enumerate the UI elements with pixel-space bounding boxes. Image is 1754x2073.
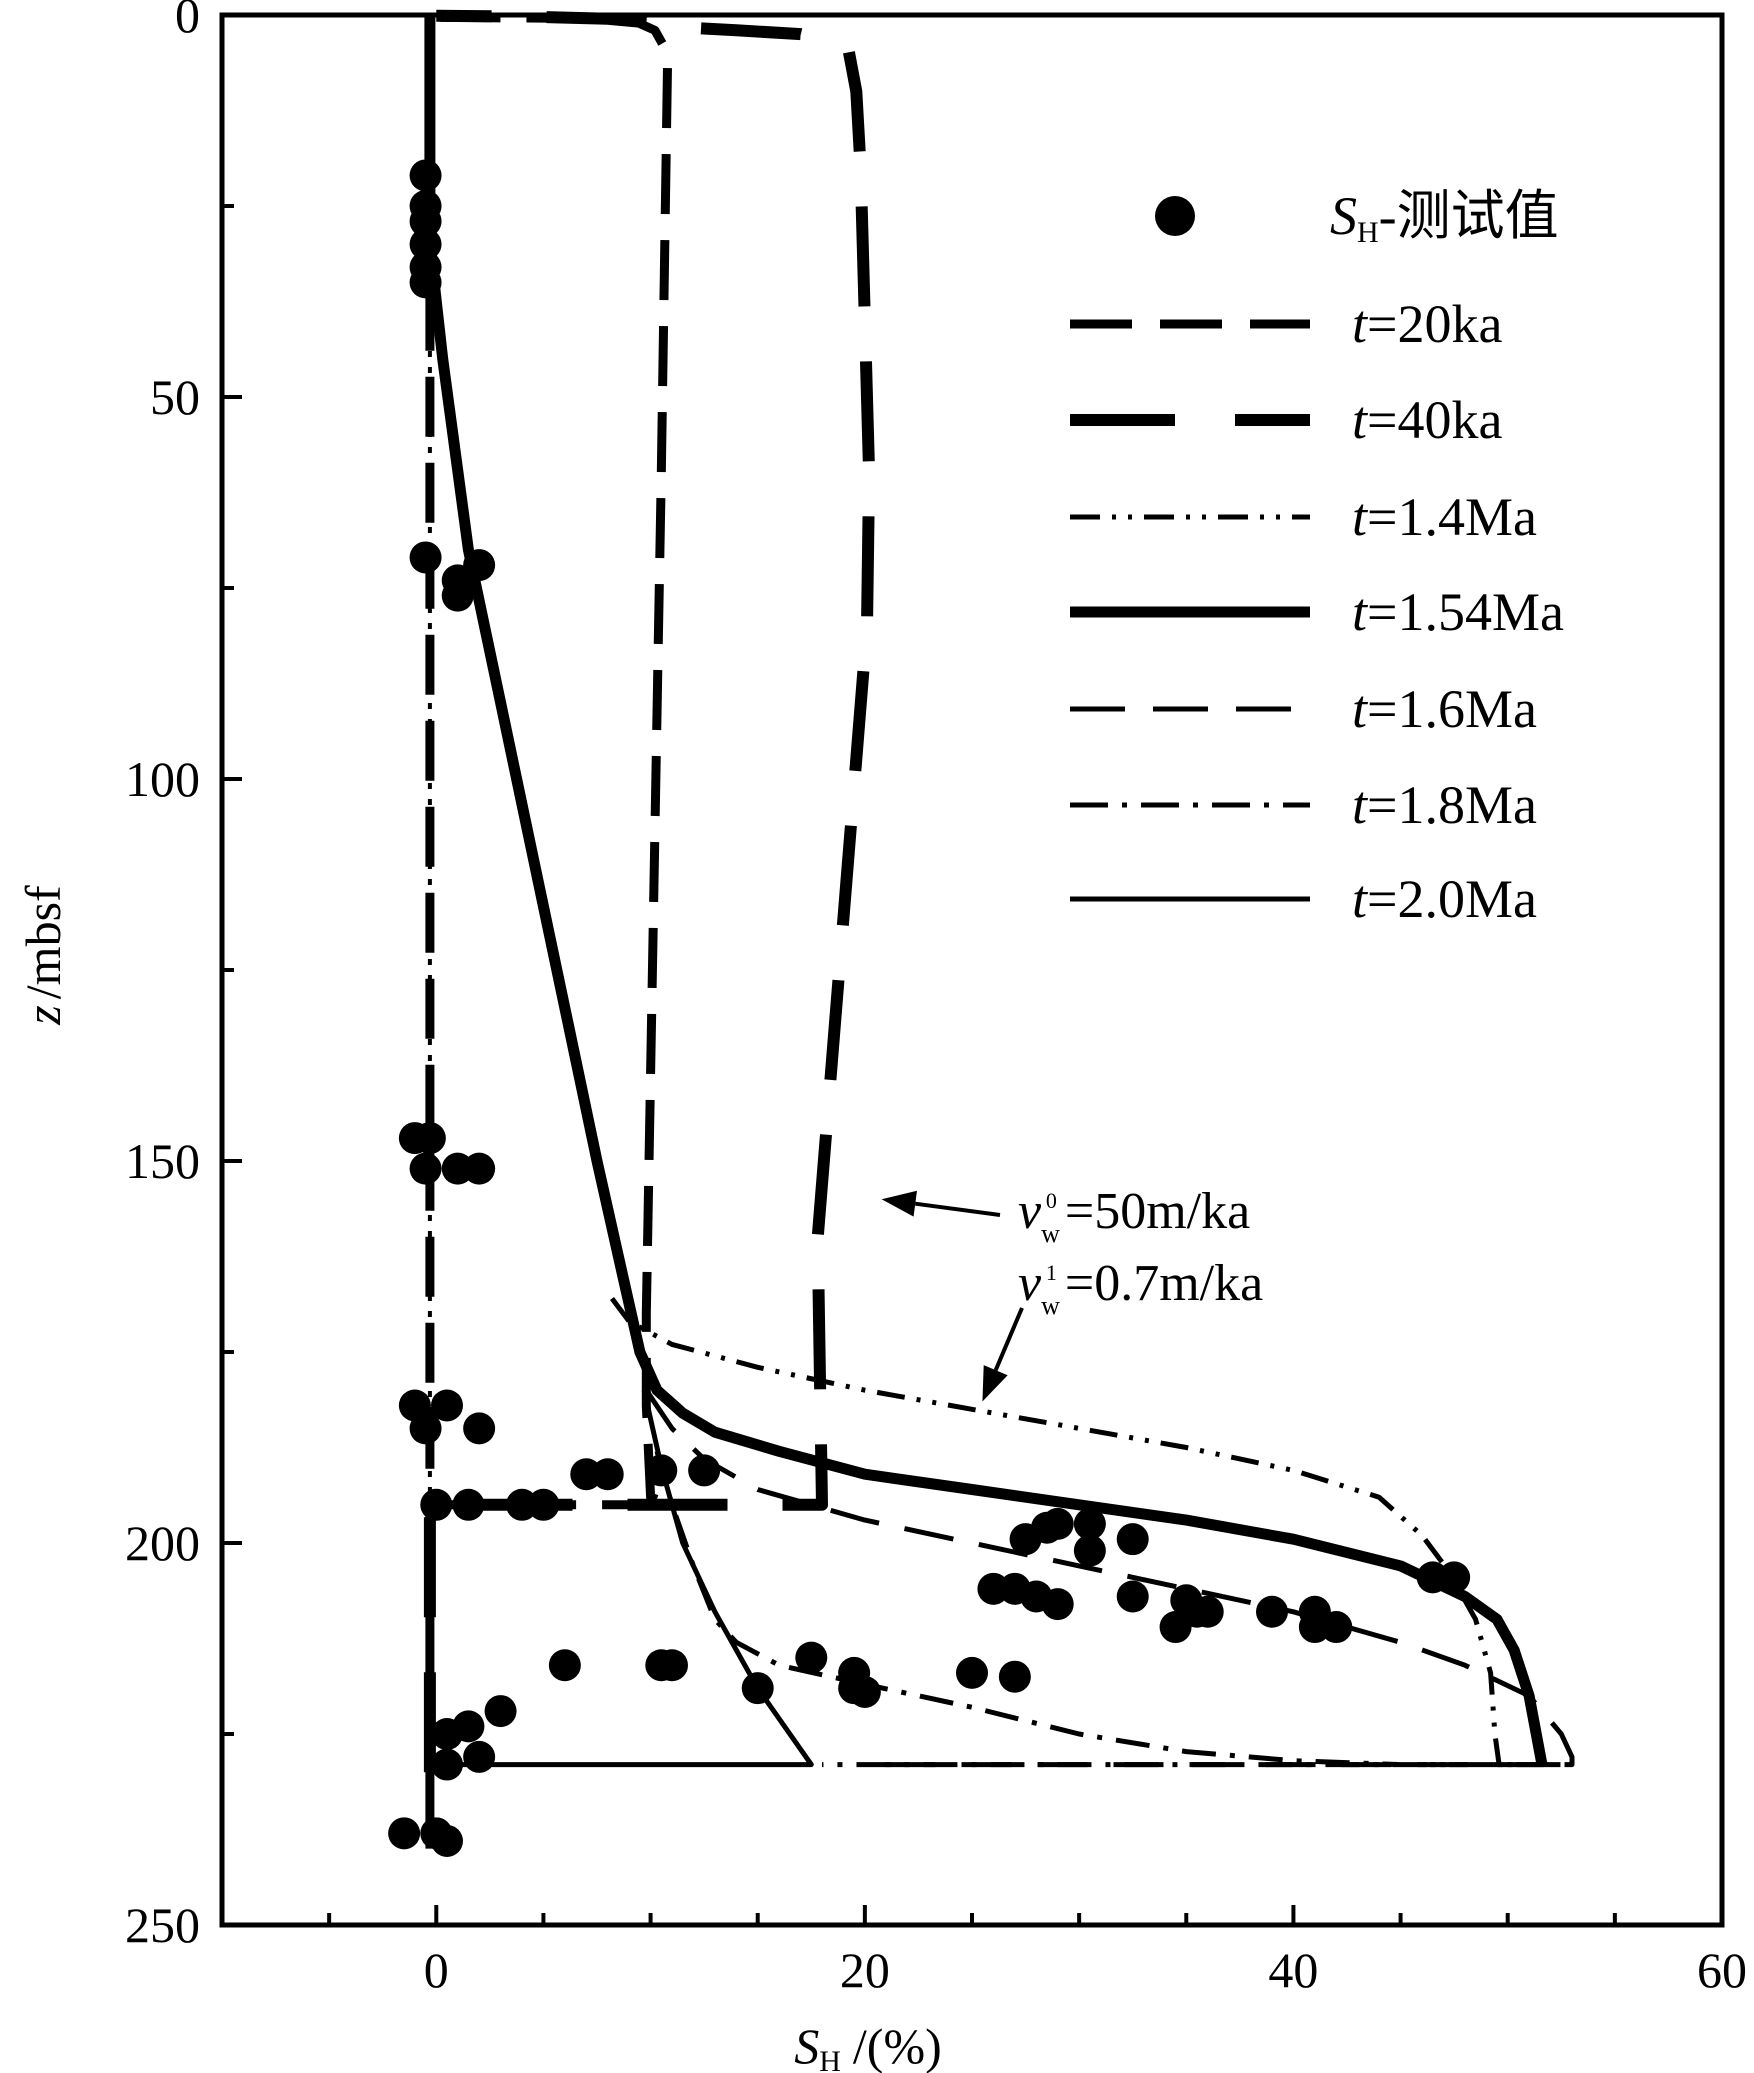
measured-point [1041,1588,1074,1621]
series-line-t-40ka [423,9,876,1773]
x-tick-label: 20 [840,1942,890,1998]
measured-point [409,541,442,574]
legend-label-measured: SH-测试值 [1330,186,1559,249]
arrow-to-t1-4Ma-shaft [993,1307,1024,1371]
measured-point [409,1412,442,1445]
measured-point [741,1672,774,1705]
x-axis-title: SH/(%) [794,2018,942,2073]
y-tick-label: 50 [150,369,200,425]
legend-label-t40ka: t=40ka [1352,390,1502,450]
arrow-to-t1-4Ma [982,1307,1024,1402]
measured-points [388,159,1471,1857]
annotation-line-2: vw1 =0.7m/ka [1018,1255,1263,1320]
measured-point [409,159,442,192]
measured-point [409,205,442,238]
series-line-t-1-54ma [424,15,1548,1766]
measured-point [431,1824,463,1857]
arrow-to-t1-4Ma-head [982,1365,1008,1402]
measured-point [848,1675,881,1708]
measured-point [431,1389,463,1422]
measured-point [795,1641,828,1674]
measured-point [452,1488,485,1521]
measured-point [463,1152,496,1185]
measured-point [1116,1580,1149,1613]
x-tick-label: 60 [1697,1942,1747,1998]
y-tick-label: 100 [125,751,200,807]
measured-point [431,1718,463,1750]
measured-point [1041,1507,1074,1540]
measured-point [591,1458,624,1491]
arrow-to-t40ka [881,1190,1001,1217]
measured-point [388,1817,421,1850]
measured-point [956,1656,988,1689]
axis-ticks: 0 20 40 60 0 50 100 150 200 250 [125,0,1747,1998]
measured-point [1320,1611,1353,1644]
y-tick-label: 200 [125,1515,200,1571]
measured-point [463,1412,496,1445]
arrow-to-t40ka-shaft [915,1201,1001,1217]
velocity-annotation: vw0 =50m/ka vw1 =0.7m/ka [881,1183,1263,1402]
measured-point [1438,1561,1471,1594]
measured-point [409,266,442,299]
x-tick-label: 40 [1268,1942,1318,1998]
y-axis-title: z/mbsf [15,885,71,1026]
x-tick-label: 0 [424,1942,449,1998]
measured-point [656,1649,688,1682]
measured-point [409,1152,442,1185]
measured-point [409,228,442,261]
measured-point [645,1454,678,1487]
series-line-t-1-8ma [654,1450,1575,1768]
measured-point [998,1660,1031,1693]
y-tick-label: 250 [125,1897,200,1953]
measured-point [463,1740,496,1773]
y-tick-label: 150 [125,1133,200,1189]
measured-point [1191,1595,1224,1628]
measured-point [1159,1611,1192,1644]
series-line-t-1-6ma [644,1388,1575,1768]
y-tick-label: 0 [175,0,200,43]
legend-label-t1-4Ma: t=1.4Ma [1352,487,1537,547]
legend-label-t1-8Ma: t=1.8Ma [1352,775,1537,835]
annotation-line-1: vw0 =50m/ka [1018,1183,1250,1248]
legend-marker-measured [1155,196,1195,236]
measured-point [1073,1507,1106,1540]
annotation-arrows [881,1190,1024,1402]
series-layer [423,9,1575,1849]
legend: SH-测试值 t=20ka t=40ka t=1.4Ma t=1.54Ma t=… [1070,186,1564,929]
measured-point [1256,1595,1288,1628]
legend-label-t2-0Ma: t=2.0Ma [1352,869,1537,929]
legend-label-t1-54Ma: t=1.54Ma [1352,582,1564,642]
legend-label-t20ka: t=20ka [1352,294,1502,354]
measured-point [527,1488,560,1521]
series-line-t-1-4ma [609,1297,1502,1765]
legend-label-t1-6Ma: t=1.6Ma [1352,679,1537,739]
arrow-to-t40ka-head [881,1190,917,1217]
measured-point [1116,1523,1149,1556]
measured-point [420,1488,453,1521]
measured-point [484,1695,517,1728]
measured-point [413,1122,446,1155]
measured-point [1073,1534,1106,1567]
measured-point [441,579,474,612]
measured-point [548,1649,581,1682]
measured-point [688,1454,721,1487]
measured-point [431,1748,463,1781]
